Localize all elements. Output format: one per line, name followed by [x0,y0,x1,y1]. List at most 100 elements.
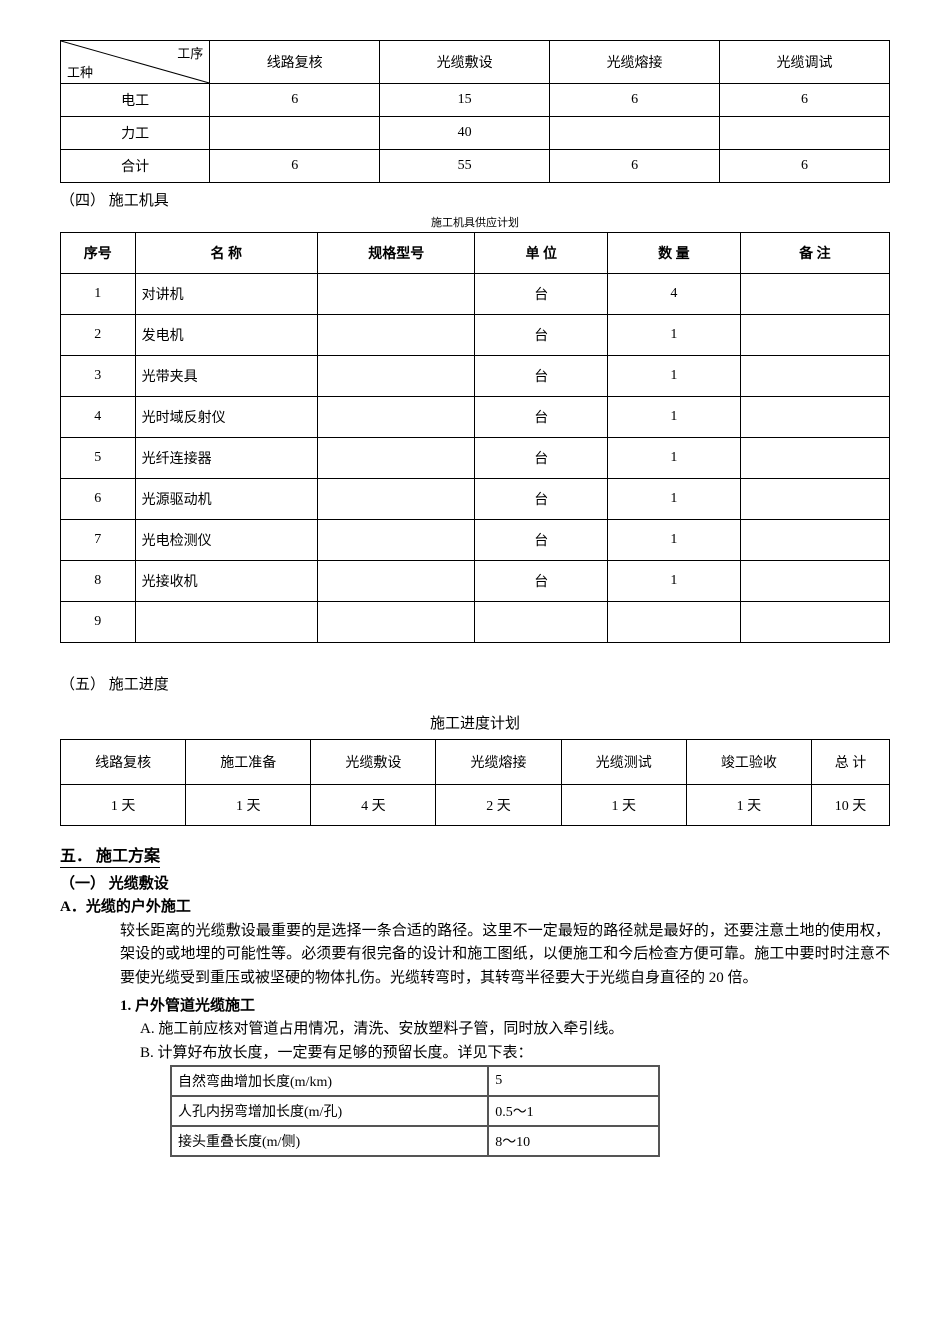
labor-row-label: 合计 [61,150,210,183]
schedule-header: 竣工验收 [686,740,811,785]
tools-cell: 台 [475,315,608,356]
schedule-caption: 施工进度计划 [60,712,890,733]
schedule-cell: 1 天 [61,785,186,826]
tools-caption: 施工机具供应计划 [60,214,890,230]
tools-cell [740,397,889,438]
tools-cell [317,561,475,602]
tools-cell [317,602,475,643]
tools-cell [740,602,889,643]
tools-cell: 2 [61,315,136,356]
reserve-value: 8～10 [488,1126,659,1156]
tools-header: 名 称 [135,233,317,274]
reserve-value: 0.5～1 [488,1096,659,1126]
labor-table: 工序 工种 线路复核 光缆敷设 光缆熔接 光缆调试 电工 6 15 6 6 力工… [60,40,890,183]
tools-cell [740,561,889,602]
labor-row-label: 电工 [61,84,210,117]
tools-cell: 1 [608,520,741,561]
schedule-header: 施工准备 [186,740,311,785]
schedule-header: 光缆测试 [561,740,686,785]
tools-header: 规格型号 [317,233,475,274]
reserve-label: 接头重叠长度(m/侧) [171,1126,488,1156]
item-1-B: B. 计算好布放长度，一定要有足够的预留长度。详见下表： [140,1041,890,1065]
tools-cell [317,520,475,561]
tools-cell: 1 [608,561,741,602]
tools-cell [317,315,475,356]
item-1-title: 1. 户外管道光缆施工 [120,994,890,1015]
tools-cell [317,397,475,438]
tools-cell: 光源驱动机 [135,479,317,520]
labor-cell: 15 [380,84,550,117]
diag-top-label: 工序 [177,43,203,62]
labor-row-label: 力工 [61,117,210,150]
labor-col: 线路复核 [210,41,380,84]
tools-cell: 8 [61,561,136,602]
tools-cell [740,438,889,479]
tools-cell [317,274,475,315]
tools-header: 数 量 [608,233,741,274]
reserve-label: 自然弯曲增加长度(m/km) [171,1066,488,1096]
schedule-header: 线路复核 [61,740,186,785]
tools-cell: 光带夹具 [135,356,317,397]
tools-cell [740,274,889,315]
tools-cell: 5 [61,438,136,479]
labor-cell: 6 [720,84,890,117]
tools-cell: 4 [61,397,136,438]
labor-cell: 6 [210,84,380,117]
labor-col: 光缆熔接 [550,41,720,84]
tools-cell: 台 [475,520,608,561]
schedule-cell: 4 天 [311,785,436,826]
tools-cell: 台 [475,274,608,315]
schedule-cell: 2 天 [436,785,561,826]
schedule-cell: 1 天 [686,785,811,826]
tools-cell: 1 [608,315,741,356]
item-1-A: A. 施工前应核对管道占用情况，清洗、安放塑料子管，同时放入牵引线。 [140,1017,890,1041]
tools-cell: 1 [608,356,741,397]
reserve-label: 人孔内拐弯增加长度(m/孔) [171,1096,488,1126]
diag-bottom-label: 工种 [67,62,93,81]
tools-cell [317,479,475,520]
schedule-cell: 1 天 [186,785,311,826]
labor-cell: 6 [720,150,890,183]
tools-header: 序号 [61,233,136,274]
labor-col: 光缆调试 [720,41,890,84]
labor-cell [210,117,380,150]
section-5-heading: （五） 施工进度 [60,673,890,694]
tools-cell: 台 [475,479,608,520]
schedule-cell: 1 天 [561,785,686,826]
tools-cell: 台 [475,438,608,479]
labor-cell: 40 [380,117,550,150]
tools-header: 单 位 [475,233,608,274]
heading-5: 五． 施工方案 [60,842,160,868]
tools-cell: 1 [608,397,741,438]
tools-cell: 台 [475,356,608,397]
schedule-table: 线路复核 施工准备 光缆敷设 光缆熔接 光缆测试 竣工验收 总 计 1 天 1 … [60,739,890,826]
paragraph-A: 较长距离的光缆敷设最重要的是选择一条合适的路径。这里不一定最短的路径就是最好的，… [120,920,890,990]
heading-5-1: （一） 光缆敷设 [60,872,890,893]
tools-cell [740,520,889,561]
labor-cell: 55 [380,150,550,183]
tools-cell: 光时域反射仪 [135,397,317,438]
labor-cell: 6 [550,84,720,117]
tools-cell [740,356,889,397]
schedule-header: 光缆熔接 [436,740,561,785]
heading-5-A: A．光缆的户外施工 [60,895,890,916]
tools-cell: 1 [61,274,136,315]
tools-cell [608,602,741,643]
labor-cell [550,117,720,150]
tools-cell: 3 [61,356,136,397]
labor-col: 光缆敷设 [380,41,550,84]
reserve-value: 5 [488,1066,659,1096]
tools-cell: 6 [61,479,136,520]
tools-cell [135,602,317,643]
tools-cell: 发电机 [135,315,317,356]
tools-cell: 9 [61,602,136,643]
tools-cell: 1 [608,479,741,520]
tools-table: 序号 名 称 规格型号 单 位 数 量 备 注 1对讲机台4 2发电机台1 3光… [60,232,890,643]
tools-header: 备 注 [740,233,889,274]
schedule-cell: 10 天 [811,785,889,826]
tools-cell: 光电检测仪 [135,520,317,561]
tools-cell: 4 [608,274,741,315]
labor-cell: 6 [550,150,720,183]
tools-cell: 7 [61,520,136,561]
tools-cell [317,438,475,479]
